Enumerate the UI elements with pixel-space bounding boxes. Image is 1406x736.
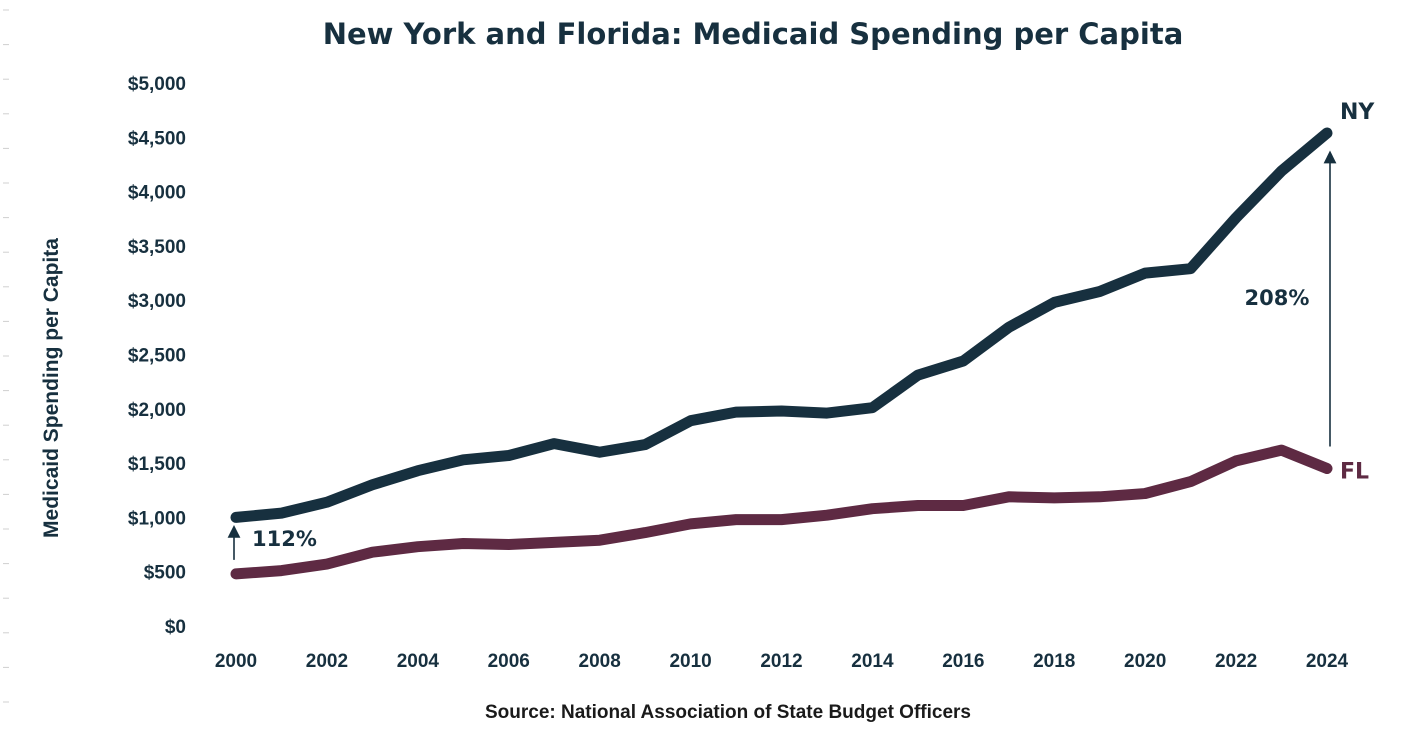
series-label-ny: NY [1340,100,1375,125]
y-tick-label: $1,000 [128,508,186,529]
source-note: Source: National Association of State Bu… [485,702,971,723]
x-tick-label: 2016 [942,651,984,672]
y-tick-label: $2,500 [128,346,186,367]
y-tick-label: $1,500 [128,454,186,475]
x-tick-label: 2012 [760,651,802,672]
chart-title: New York and Florida: Medicaid Spending … [323,17,1184,51]
y-axis-label: Medicaid Spending per Capita [40,238,63,538]
x-tick-label: 2000 [215,651,257,672]
series-line-ny [230,127,1333,523]
annotation-label-2024: 208% [1245,286,1310,310]
y-tick-label: $500 [144,563,186,584]
series-lines [230,127,1333,580]
series-line-fl [230,444,1333,580]
y-tick-label: $4,000 [128,183,186,204]
x-tick-label: 2014 [851,651,894,672]
x-tick-label: 2002 [306,651,348,672]
annotations: 112% 208% [227,150,1337,560]
annotation-label-2000: 112% [252,527,317,551]
y-tick-label: $3,500 [128,237,186,258]
x-tick-label: 2022 [1215,651,1257,672]
x-tick-label: 2004 [397,651,440,672]
y-tick-label: $3,000 [128,291,186,312]
x-tick-label: 2010 [669,651,711,672]
x-axis-ticks: 2000 2002 2004 2006 2008 2010 2012 2014 2016 2018… [215,651,1349,672]
series-label-fl: FL [1340,460,1369,485]
x-tick-label: 2018 [1033,651,1075,672]
y-tick-label: $5,000 [128,74,186,95]
x-tick-label: 2006 [488,651,530,672]
y-tick-label: $4,500 [128,128,186,149]
x-tick-label: 2024 [1306,651,1349,672]
series-end-labels: NY FL [1340,100,1375,485]
y-tick-label: $0 [165,617,186,638]
x-tick-label: 2008 [579,651,621,672]
y-axis-ticks: $0 $500 $1,000 $1,500 $2,000 $2,500 $3,000 $3,5… [128,74,186,638]
margin-tick-marks [3,9,9,703]
x-tick-label: 2020 [1124,651,1166,672]
y-tick-label: $2,000 [128,400,186,421]
